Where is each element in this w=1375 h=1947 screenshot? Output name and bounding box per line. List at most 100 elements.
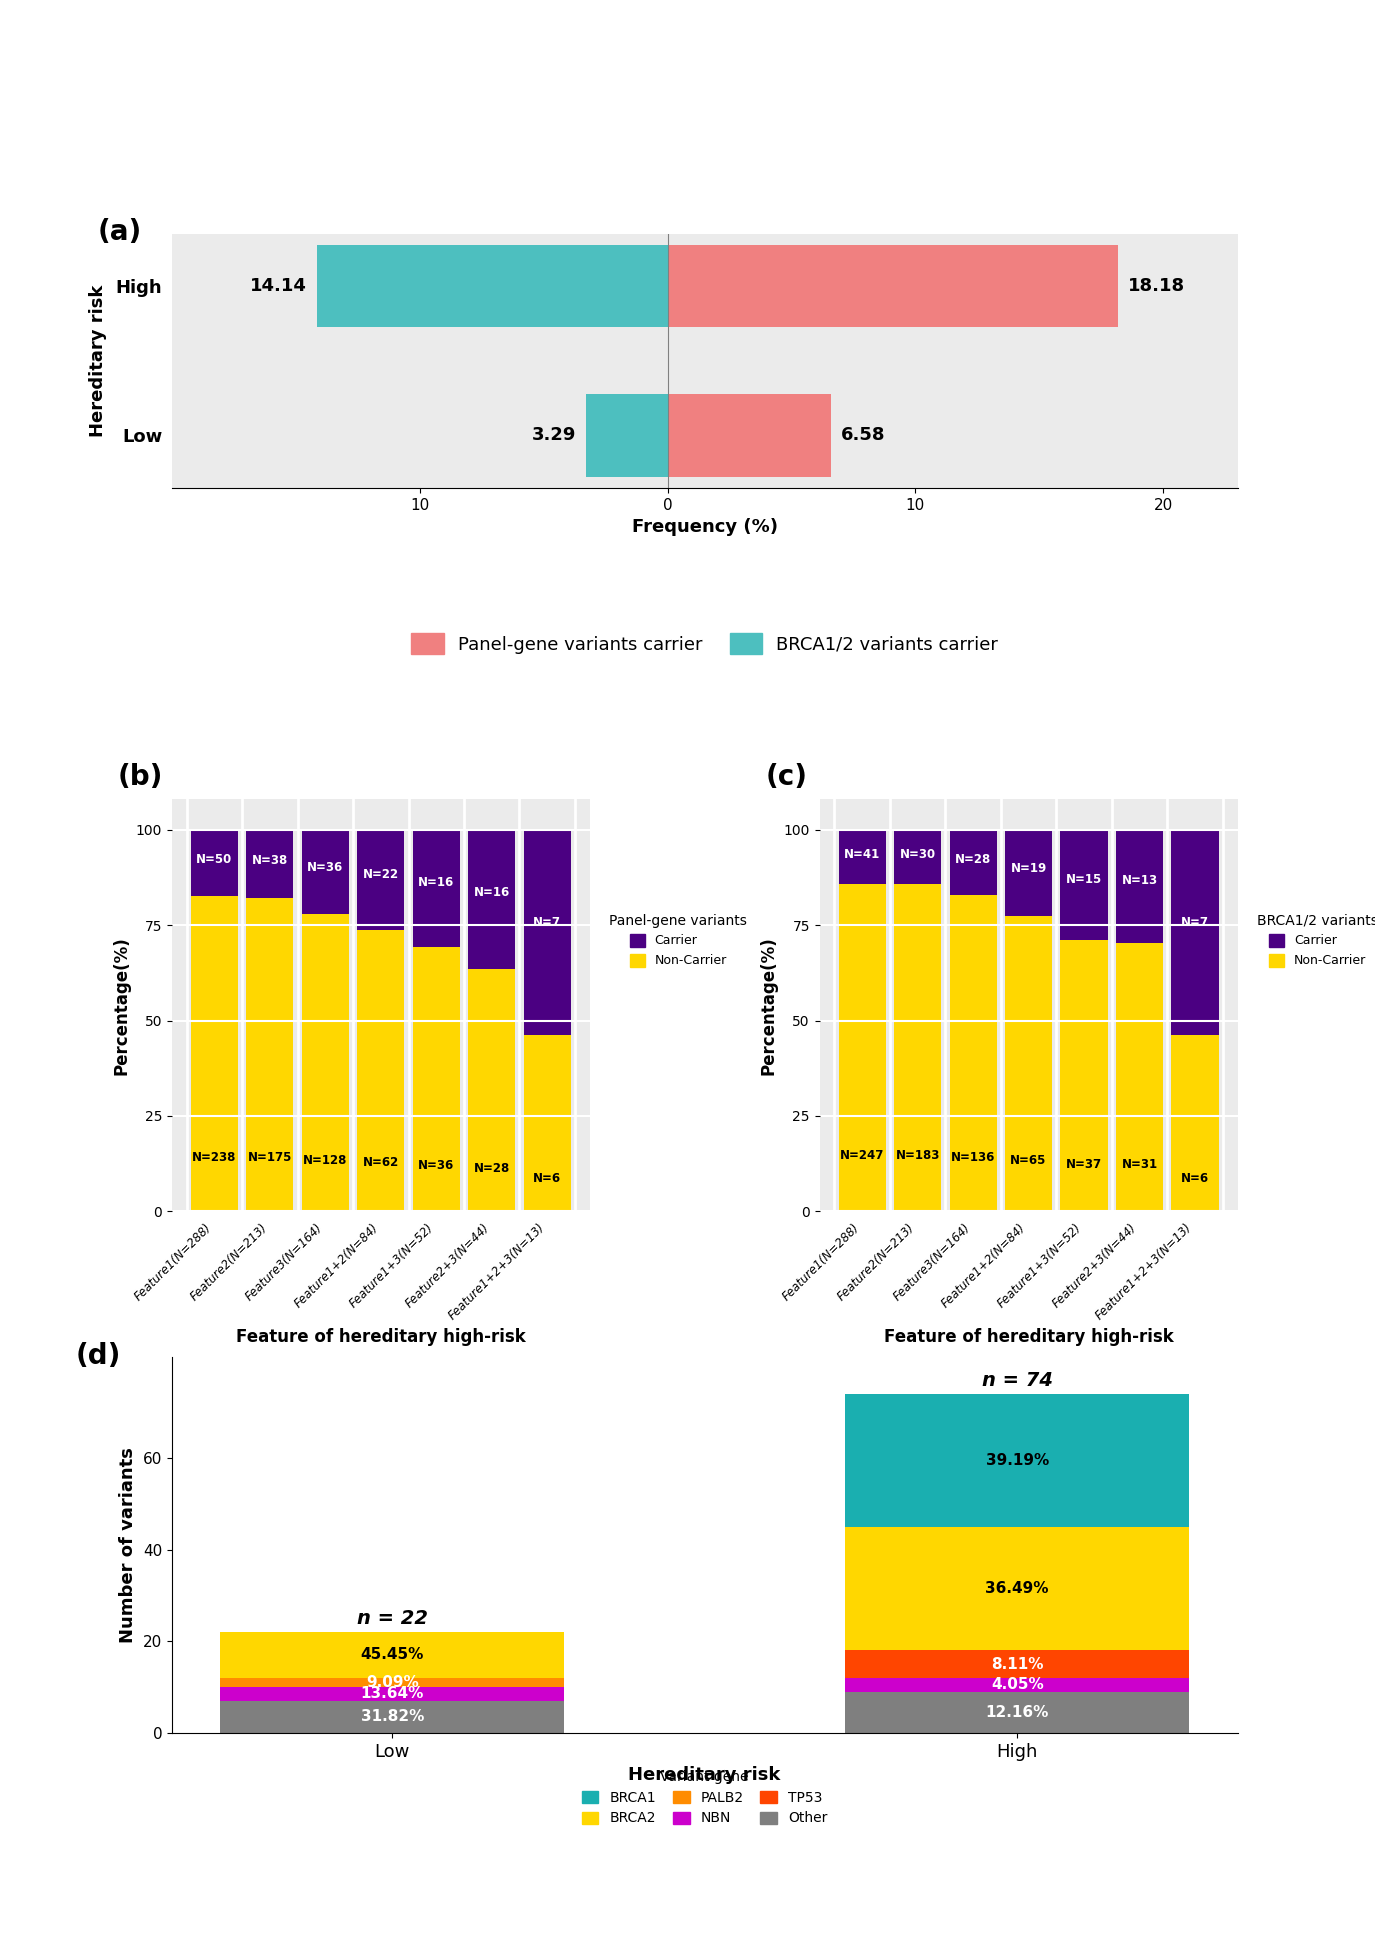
Bar	[846, 1692, 1189, 1733]
Bar	[220, 1678, 564, 1686]
Y-axis label: Percentage(%): Percentage(%)	[760, 937, 778, 1075]
Text: 12.16%: 12.16%	[986, 1706, 1049, 1719]
Text: N=28: N=28	[956, 853, 991, 866]
Text: n = 22: n = 22	[356, 1610, 428, 1628]
Text: N=16: N=16	[473, 886, 510, 900]
Text: N=38: N=38	[252, 855, 287, 866]
Text: N=36: N=36	[307, 861, 344, 874]
Bar	[524, 1036, 571, 1211]
Bar	[301, 913, 349, 1211]
Text: 18.18: 18.18	[1128, 276, 1185, 296]
Bar	[839, 884, 886, 1211]
Bar	[846, 1394, 1189, 1526]
Bar	[1060, 940, 1108, 1211]
Text: N=22: N=22	[363, 868, 399, 882]
Bar	[1060, 829, 1108, 940]
Text: N=50: N=50	[197, 853, 232, 866]
Text: 45.45%: 45.45%	[360, 1647, 424, 1663]
Bar	[318, 245, 667, 327]
Text: N=183: N=183	[895, 1149, 940, 1162]
Bar	[220, 1686, 564, 1702]
Text: N=19: N=19	[1011, 863, 1046, 876]
X-axis label: Feature of hereditary high-risk: Feature of hereditary high-risk	[236, 1328, 525, 1345]
Bar	[894, 884, 942, 1211]
Text: 9.09%: 9.09%	[366, 1674, 418, 1690]
Text: N=62: N=62	[363, 1157, 399, 1168]
Text: N=6: N=6	[534, 1172, 561, 1186]
Bar	[301, 829, 349, 913]
Text: N=7: N=7	[1181, 915, 1209, 929]
Y-axis label: Percentage(%): Percentage(%)	[113, 937, 131, 1075]
Bar	[412, 829, 459, 948]
Bar	[191, 829, 238, 896]
Bar	[220, 1702, 564, 1733]
Text: 4.05%: 4.05%	[991, 1676, 1044, 1692]
Bar	[358, 931, 404, 1211]
Bar	[846, 1526, 1189, 1651]
Text: 8.11%: 8.11%	[991, 1657, 1044, 1672]
Bar	[846, 1651, 1189, 1678]
Y-axis label: Hereditary risk: Hereditary risk	[89, 284, 107, 436]
Text: N=128: N=128	[302, 1155, 348, 1166]
Text: N=65: N=65	[1011, 1155, 1046, 1166]
Text: 3.29: 3.29	[532, 426, 576, 444]
Bar	[950, 829, 997, 896]
Text: N=31: N=31	[1122, 1158, 1158, 1170]
Text: 31.82%: 31.82%	[360, 1709, 424, 1725]
Bar	[412, 948, 459, 1211]
Text: N=15: N=15	[1066, 872, 1103, 886]
Legend: BRCA1, BRCA2, PALB2, NBN, TP53, Other: BRCA1, BRCA2, PALB2, NBN, TP53, Other	[576, 1764, 833, 1830]
Bar	[191, 896, 238, 1211]
Bar	[1116, 942, 1163, 1211]
Text: N=175: N=175	[248, 1151, 292, 1164]
Text: 36.49%: 36.49%	[986, 1581, 1049, 1597]
Bar	[1005, 829, 1052, 917]
Bar	[894, 829, 942, 884]
Bar	[667, 245, 1118, 327]
X-axis label: Hereditary risk: Hereditary risk	[628, 1766, 781, 1783]
Bar	[220, 1632, 564, 1678]
X-axis label: Frequency (%): Frequency (%)	[631, 518, 778, 535]
Bar	[246, 829, 293, 898]
Text: N=41: N=41	[844, 847, 880, 861]
Text: N=6: N=6	[1181, 1172, 1209, 1186]
Text: N=30: N=30	[899, 847, 936, 861]
Legend: Panel-gene variants carrier, BRCA1/2 variants carrier: Panel-gene variants carrier, BRCA1/2 var…	[404, 627, 1005, 662]
Text: n = 74: n = 74	[982, 1371, 1053, 1390]
Text: 6.58: 6.58	[840, 426, 886, 444]
Text: N=16: N=16	[418, 876, 454, 890]
Bar	[846, 1678, 1189, 1692]
Bar	[1172, 829, 1218, 1036]
Text: 39.19%: 39.19%	[986, 1452, 1049, 1468]
Text: 14.14: 14.14	[250, 276, 307, 296]
Bar	[246, 898, 293, 1211]
Text: (a): (a)	[98, 218, 142, 247]
Text: N=238: N=238	[193, 1151, 236, 1164]
Legend: Carrier, Non-Carrier: Carrier, Non-Carrier	[605, 909, 752, 972]
Legend: Carrier, Non-Carrier: Carrier, Non-Carrier	[1253, 909, 1375, 972]
Text: (c): (c)	[766, 763, 807, 790]
Bar	[524, 829, 571, 1036]
Text: (b): (b)	[117, 763, 162, 790]
Text: (d): (d)	[76, 1341, 121, 1371]
Text: N=136: N=136	[951, 1151, 995, 1164]
Bar	[839, 829, 886, 884]
Y-axis label: Number of variants: Number of variants	[120, 1447, 138, 1643]
Bar	[586, 395, 667, 477]
Bar	[468, 968, 516, 1211]
Bar	[667, 395, 830, 477]
Bar	[468, 829, 516, 968]
Text: N=37: N=37	[1066, 1158, 1103, 1170]
Bar	[1116, 829, 1163, 942]
Bar	[358, 829, 404, 931]
X-axis label: Feature of hereditary high-risk: Feature of hereditary high-risk	[884, 1328, 1173, 1345]
Text: N=13: N=13	[1122, 874, 1158, 888]
Text: N=36: N=36	[418, 1158, 454, 1172]
Text: 13.64%: 13.64%	[360, 1686, 424, 1702]
Text: N=7: N=7	[534, 915, 561, 929]
Text: N=247: N=247	[840, 1149, 884, 1162]
Bar	[1172, 1036, 1218, 1211]
Bar	[1005, 917, 1052, 1211]
Text: N=28: N=28	[473, 1162, 510, 1174]
Bar	[950, 896, 997, 1211]
